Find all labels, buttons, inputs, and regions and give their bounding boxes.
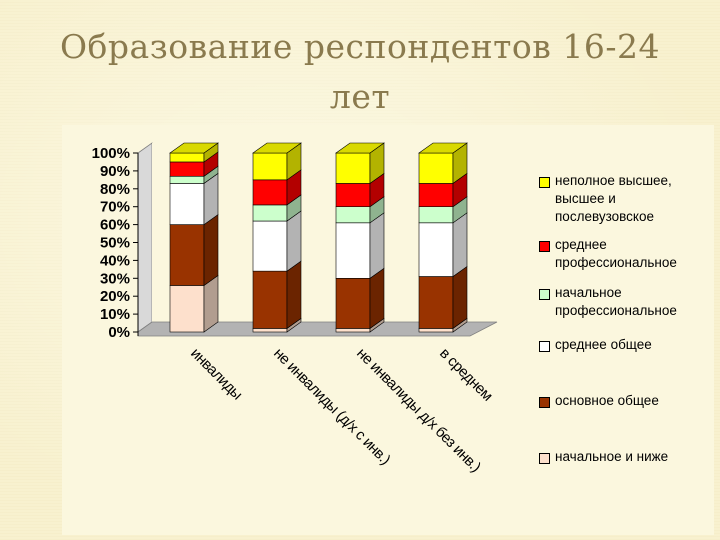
bar-segment [335, 152, 371, 184]
bar-top [169, 142, 219, 154]
legend-label: неполное высшее, высшее и послевузовское [555, 173, 672, 224]
bar-segment [169, 161, 205, 177]
bar-top [418, 142, 468, 154]
bar-segment [335, 183, 371, 207]
bar-segment [252, 220, 288, 272]
x-category-label: инвалиды [187, 345, 245, 403]
legend-swatch [539, 177, 550, 188]
bar-segment [335, 328, 371, 333]
chart-side-wall [137, 142, 153, 333]
legend-label: начальное и ниже [555, 449, 669, 464]
bar-segment-side [369, 212, 385, 279]
legend-swatch [539, 241, 550, 252]
bar-segment [169, 183, 205, 225]
bar-segment-side [286, 260, 302, 330]
bar-segment [335, 222, 371, 279]
y-tick-label: 40% [100, 252, 130, 269]
bar-segment [252, 328, 288, 333]
bar-segment-side [369, 267, 385, 330]
bar-segment-side [286, 210, 302, 272]
y-tick-label: 90% [100, 163, 130, 180]
bar-segment [418, 183, 454, 207]
bar-segment-side [452, 265, 468, 330]
bar-segment [418, 328, 454, 333]
bar-segment [418, 276, 454, 329]
legend-swatch [539, 397, 550, 408]
legend-swatch [539, 341, 550, 352]
y-tick-label: 60% [100, 217, 130, 234]
bar-segment [418, 222, 454, 277]
legend-swatch [539, 289, 550, 300]
x-category-label: в среднем [436, 345, 496, 405]
bar-segment [418, 152, 454, 184]
bar-segment-side [203, 214, 219, 287]
bar-segment-side [452, 212, 468, 278]
y-tick-label: 70% [100, 199, 130, 216]
y-tick-label: 20% [100, 288, 130, 305]
legend-label: среднее общее [555, 337, 652, 352]
y-tick-label: 80% [100, 181, 130, 198]
bar-segment [418, 206, 454, 224]
slide-title: Образование респондентов 16-24 лет [59, 27, 660, 116]
bar-segment [335, 206, 371, 224]
bar-segment [169, 175, 205, 184]
legend-label: основное общее [555, 393, 659, 408]
legend-swatch [539, 453, 550, 464]
chart-back-wall [152, 143, 498, 322]
legend-label: начальное профессиональное [555, 285, 677, 318]
bar-segment [169, 152, 205, 163]
y-tick-label: 50% [100, 235, 130, 252]
bar-segment [169, 224, 205, 286]
bar-segment [169, 285, 205, 333]
bar-top [335, 142, 385, 154]
y-tick-label: 10% [100, 306, 130, 323]
bar-segment [252, 204, 288, 222]
bar-segment [252, 152, 288, 181]
y-tick-label: 100% [92, 145, 130, 162]
y-tick-label: 30% [100, 270, 130, 287]
bar-top [252, 142, 302, 154]
y-tick-label: 0% [108, 324, 130, 341]
bar-segment [335, 277, 371, 329]
bar-segment [252, 179, 288, 206]
bar-segment [252, 270, 288, 329]
legend-label: среднее профессиональное [555, 237, 677, 270]
